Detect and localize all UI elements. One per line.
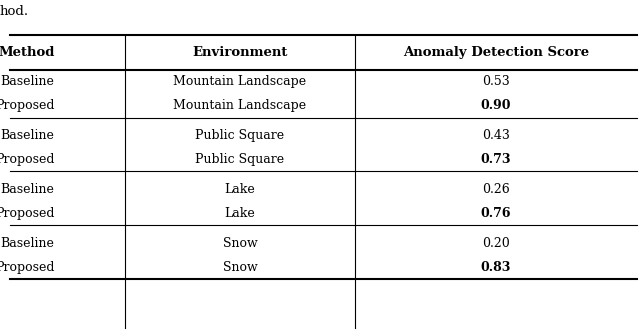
Text: Proposed: Proposed <box>0 99 54 112</box>
Text: 0.26: 0.26 <box>482 183 510 196</box>
Text: Anomaly Detection Score: Anomaly Detection Score <box>403 46 589 59</box>
Text: 0.90: 0.90 <box>481 99 511 112</box>
Text: Lake: Lake <box>225 183 255 196</box>
Text: Baseline: Baseline <box>1 183 54 196</box>
Text: Baseline: Baseline <box>1 75 54 88</box>
Text: hod.: hod. <box>0 5 29 18</box>
Text: Lake: Lake <box>225 207 255 220</box>
Text: Snow: Snow <box>223 261 257 274</box>
Text: Public Square: Public Square <box>195 153 285 166</box>
Text: Environment: Environment <box>192 46 288 59</box>
Text: Proposed: Proposed <box>0 261 54 274</box>
Text: Proposed: Proposed <box>0 153 54 166</box>
Text: 0.83: 0.83 <box>481 261 511 274</box>
Text: Mountain Landscape: Mountain Landscape <box>173 75 307 88</box>
Text: Mountain Landscape: Mountain Landscape <box>173 99 307 112</box>
Text: Baseline: Baseline <box>1 237 54 250</box>
Text: Snow: Snow <box>223 237 257 250</box>
Text: 0.73: 0.73 <box>481 153 511 166</box>
Text: Proposed: Proposed <box>0 207 54 220</box>
Text: Public Square: Public Square <box>195 129 285 142</box>
Text: 0.53: 0.53 <box>482 75 510 88</box>
Text: 0.43: 0.43 <box>482 129 510 142</box>
Text: 0.76: 0.76 <box>481 207 511 220</box>
Text: Method: Method <box>0 46 54 59</box>
Text: Baseline: Baseline <box>1 129 54 142</box>
Text: 0.20: 0.20 <box>482 237 510 250</box>
